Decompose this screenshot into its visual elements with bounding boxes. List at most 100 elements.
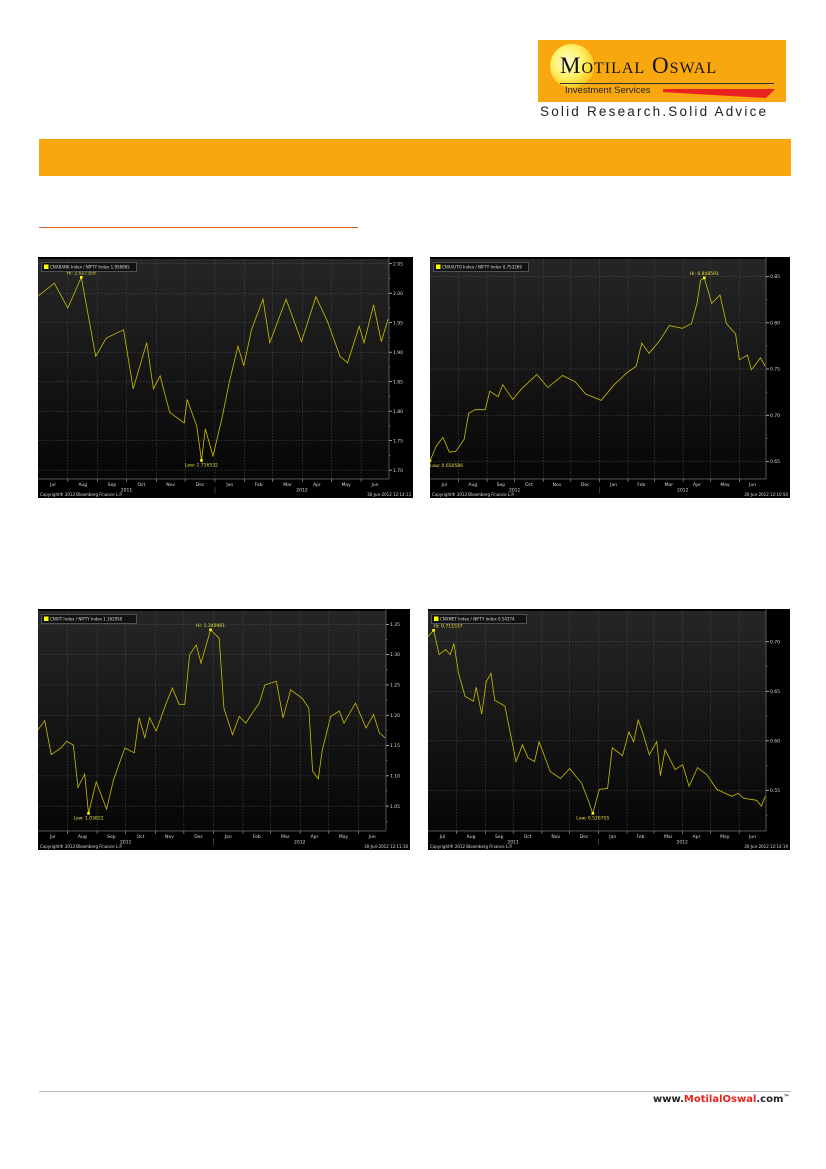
data-point — [520, 389, 522, 390]
chart-svg: Jul Aug Sep Oct Nov Dec Jan Feb Mar Apr May Jun 2011… — [38, 257, 411, 497]
logo-tagline: Solid Research.Solid Advice — [540, 104, 769, 119]
series-line — [38, 629, 386, 814]
month-label: Jul — [49, 834, 55, 840]
data-point — [731, 796, 733, 797]
y-tick-label: 0.65 — [770, 459, 780, 465]
logo-underline — [560, 83, 774, 84]
data-point — [379, 732, 380, 734]
data-point — [200, 662, 202, 664]
data-point — [691, 323, 692, 325]
month-label: Apr — [313, 482, 321, 488]
month-label: Dec — [580, 834, 589, 840]
month-label: Jul — [441, 482, 447, 488]
high-marker — [79, 275, 83, 279]
y-tick-label: 0.75 — [770, 367, 780, 373]
year-label: 2012 — [296, 488, 308, 494]
data-point — [716, 789, 718, 790]
data-point — [67, 307, 69, 309]
month-label: Jan — [609, 482, 617, 488]
y-tick-label: 1.95 — [393, 320, 403, 326]
copyright-text: Copyright® 2012 Bloomberg Finance L.P. — [40, 844, 122, 849]
month-label: Dec — [194, 834, 203, 840]
data-point — [186, 399, 188, 400]
year-label: 2011 — [121, 488, 133, 494]
timestamp-text: 30-Jun-2012 12:11:16 — [364, 844, 408, 849]
data-point — [363, 342, 365, 344]
data-point — [218, 637, 220, 639]
month-label: Feb — [637, 834, 645, 840]
timestamp-text: 30-Jun-2012 12:14:19 — [744, 844, 788, 849]
high-marker — [703, 276, 706, 280]
data-point — [262, 298, 264, 300]
high-marker — [432, 629, 435, 632]
data-point — [674, 769, 676, 770]
y-tick-label: 1.20 — [390, 713, 400, 719]
data-point — [628, 731, 630, 733]
month-label: Sep — [108, 482, 117, 488]
data-point — [600, 400, 602, 401]
data-point — [622, 755, 623, 756]
legend-box — [431, 614, 527, 624]
y-tick-label: 1.30 — [390, 652, 400, 658]
data-point — [445, 649, 446, 650]
month-label: Jan — [225, 482, 233, 488]
data-point — [735, 333, 736, 335]
month-label: Jun — [371, 482, 379, 488]
data-point — [607, 788, 608, 789]
data-point — [648, 352, 650, 354]
data-point — [66, 741, 67, 742]
y-tick-label: 1.80 — [393, 409, 403, 415]
data-point — [534, 761, 535, 762]
data-point — [549, 771, 551, 772]
data-point — [726, 323, 727, 325]
data-point — [183, 422, 185, 424]
month-label: Mar — [281, 834, 290, 840]
data-point — [365, 727, 367, 729]
data-point — [276, 681, 277, 682]
data-point — [330, 716, 332, 717]
legend-swatch — [44, 616, 49, 621]
low-marker — [200, 459, 203, 462]
month-label: Oct — [137, 834, 145, 840]
data-point — [44, 720, 45, 721]
y-tick-label: 1.70 — [393, 468, 403, 474]
data-point — [494, 699, 495, 701]
data-point — [327, 321, 328, 322]
data-point — [132, 388, 134, 390]
url-suffix: .com — [756, 1094, 784, 1105]
month-label: May — [342, 482, 352, 488]
data-point — [442, 437, 444, 438]
data-point — [633, 741, 634, 743]
y-tick-label: 1.25 — [390, 683, 400, 689]
data-point — [484, 409, 486, 410]
legend-box — [41, 614, 137, 624]
data-point — [105, 337, 107, 339]
low-label: Low: 0.526755 — [576, 815, 609, 821]
data-point — [660, 775, 661, 776]
data-point — [243, 365, 245, 367]
data-point — [212, 455, 214, 457]
data-point — [321, 750, 323, 752]
data-point — [436, 445, 437, 447]
copyright-text: Copyright® 2012 Bloomberg Finance L.P. — [40, 492, 122, 497]
chart-svg: Jul Aug Sep Oct Nov Dec Jan Feb Mar Apr May Jun 2011… — [430, 257, 788, 497]
data-point — [760, 357, 761, 359]
y-tick-label: 1.75 — [393, 438, 403, 444]
data-point — [343, 722, 345, 724]
data-point — [458, 673, 459, 674]
data-point — [301, 697, 303, 699]
timestamp-text: 30-Jun-2012 12:14:13 — [367, 492, 411, 497]
data-point — [743, 797, 745, 799]
data-point — [453, 643, 455, 645]
y-tick-label: 1.85 — [393, 379, 403, 385]
y-tick-label: 0.60 — [770, 738, 780, 744]
data-point — [358, 325, 360, 327]
footer-website-link[interactable]: www.MotilalOswal.com™ — [653, 1094, 789, 1105]
data-point — [656, 741, 658, 743]
data-point — [60, 747, 62, 749]
y-tick-label: 0.65 — [770, 689, 780, 695]
month-label: Feb — [253, 834, 261, 840]
low-label: Low: 1.716532 — [185, 462, 218, 468]
data-point — [438, 654, 440, 655]
data-point — [258, 702, 260, 704]
